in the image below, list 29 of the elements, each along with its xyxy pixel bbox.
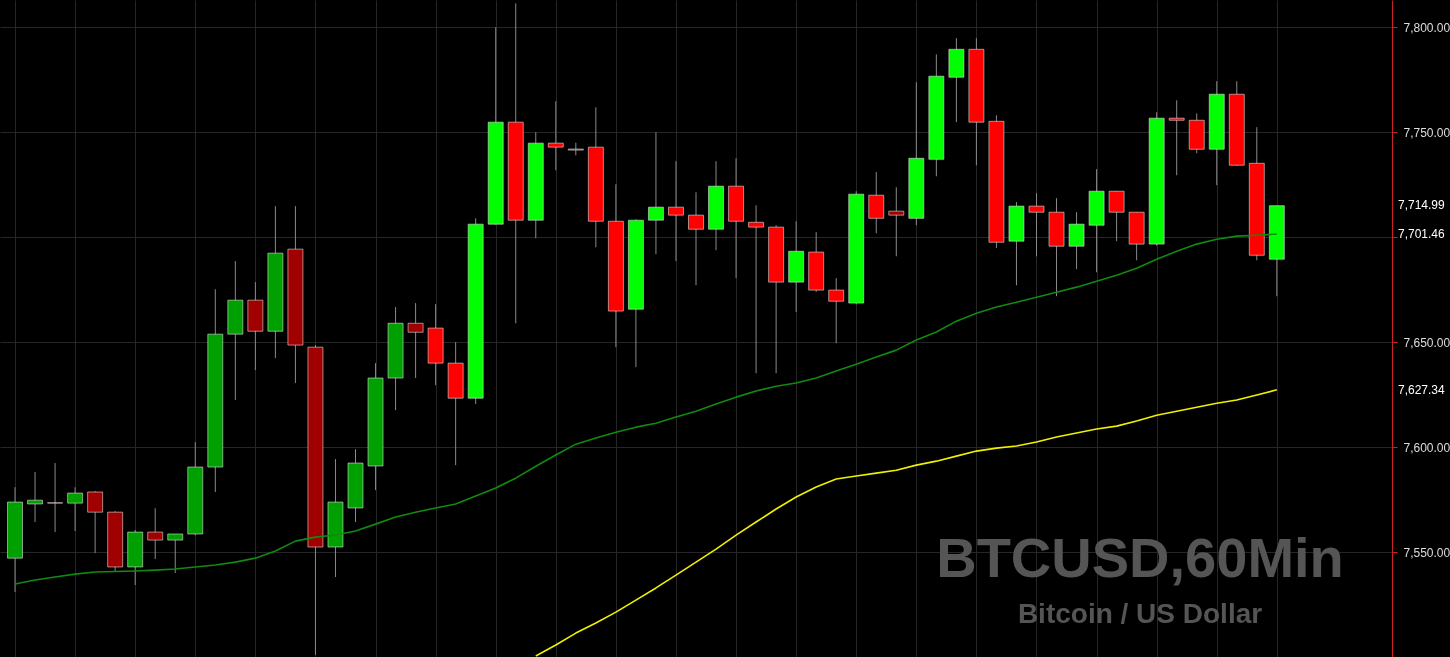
candlestick: [407, 302, 424, 379]
text: BTCUSD,60Min: [936, 526, 1344, 589]
candlestick: [147, 507, 164, 560]
candlestick: [688, 191, 704, 286]
candlestick: [1108, 190, 1125, 242]
y-tick-label: 7,800.00: [1403, 20, 1450, 35]
candlestick: [1168, 99, 1185, 176]
y-tick-label: 7,550.00: [1403, 545, 1450, 560]
candlestick: [1068, 211, 1085, 270]
text: 7,701.46: [1398, 227, 1446, 241]
text: 7,627.34: [1398, 383, 1446, 397]
candlestick: [27, 471, 43, 523]
candlestick: [87, 490, 103, 554]
candlestick: [1028, 192, 1045, 257]
candlestick: [668, 160, 684, 262]
candlestick: [888, 186, 905, 257]
candlestick: [648, 131, 664, 255]
candlestick: [828, 277, 844, 344]
text: Bitcoin / US Dollar: [1017, 598, 1263, 629]
candlestick: [868, 171, 885, 234]
candlestick: [548, 100, 564, 171]
candlestick: [47, 462, 63, 533]
text: 7,714.99: [1398, 198, 1446, 212]
y-tick-label: 7,600.00: [1403, 440, 1450, 455]
candlestick: [67, 486, 83, 532]
candlestick: [167, 533, 184, 574]
candlestick: [748, 204, 764, 374]
y-tick-label: 7,650.00: [1403, 335, 1450, 350]
y-tick-label: 7,750.00: [1403, 125, 1450, 140]
